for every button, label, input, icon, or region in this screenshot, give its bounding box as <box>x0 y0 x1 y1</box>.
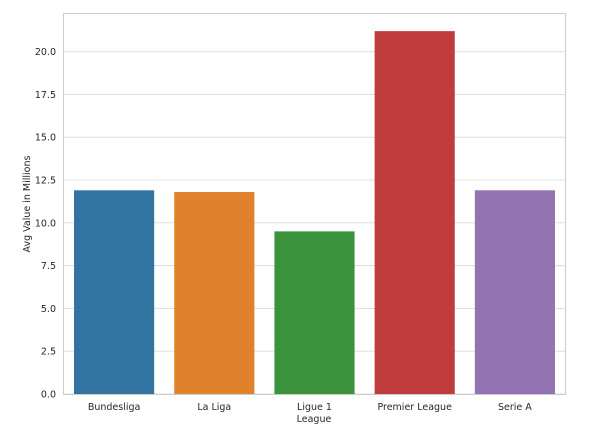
x-tick-label: Serie A <box>498 402 532 413</box>
bar-ligue-1 <box>274 231 355 394</box>
y-tick-label: 17.5 <box>35 90 56 101</box>
bar-la-liga <box>174 192 255 394</box>
y-tick-label: 15.0 <box>35 133 56 144</box>
x-tick-label: Premier League <box>377 402 452 413</box>
y-tick-label: 2.5 <box>41 347 56 358</box>
bar-premier-league <box>374 31 455 394</box>
bars <box>74 31 555 394</box>
plot-frame <box>63 13 566 395</box>
y-tick-label: 7.5 <box>41 261 56 272</box>
y-tick-label: 10.0 <box>35 218 56 229</box>
y-tick-label: 20.0 <box>35 47 56 58</box>
x-tick-label: La Liga <box>197 402 231 413</box>
y-tick-label: 0.0 <box>41 390 56 401</box>
x-tick-label: Ligue 1 <box>297 402 332 413</box>
y-tick-label: 12.5 <box>35 176 56 187</box>
bar-bundesliga <box>74 190 155 394</box>
y-tick-label: 5.0 <box>41 304 56 315</box>
x-axis-label: League <box>297 414 332 425</box>
bar-serie-a <box>474 190 555 394</box>
x-tick-labels: Bundesliga La Liga Ligue 1 Premier League Se… <box>88 402 532 413</box>
x-tick-label: Bundesliga <box>88 402 141 413</box>
y-tick-labels: 0.0 2.5 5.0 7.5 10.0 12.5 15.0 17.5 20.0 <box>35 47 56 400</box>
y-axis-label: Avg Value in Millions <box>22 155 33 252</box>
